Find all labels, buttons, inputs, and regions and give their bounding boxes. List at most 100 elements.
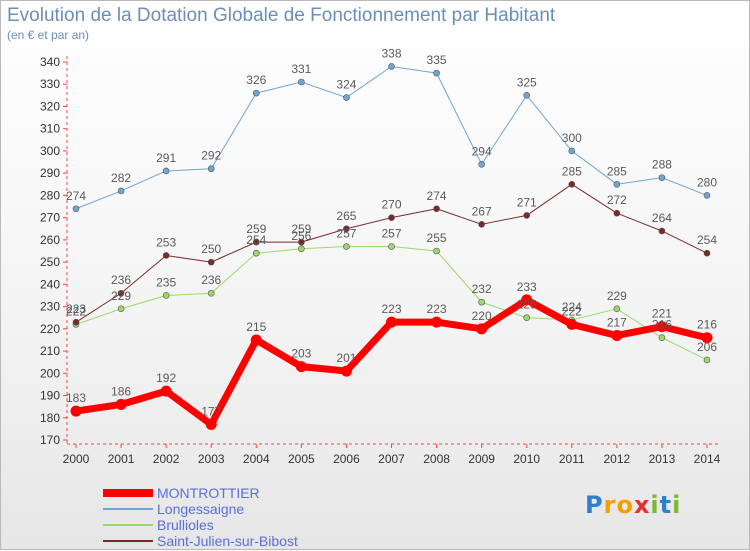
data-label-montrottier: 203 (291, 347, 311, 361)
y-tick-label: 190 (40, 389, 60, 403)
data-label-montrottier: 220 (472, 309, 492, 323)
data-label-brullioles: 225 (517, 298, 537, 312)
data-point-brullioles (613, 305, 621, 313)
data-point-brullioles (388, 243, 395, 250)
data-label-montrottier: 192 (156, 371, 176, 385)
data-label-longessaigne: 338 (381, 46, 401, 60)
data-label-longessaigne: 325 (517, 75, 537, 89)
data-point-brullioles (207, 289, 215, 297)
logo-letter: o (616, 491, 634, 519)
data-point-saint-julien-sur-bibost (613, 209, 621, 217)
data-label-saint-julien-sur-bibost: 259 (291, 222, 311, 236)
data-label-brullioles: 224 (562, 300, 582, 314)
legend: MONTROTTIER Longessaigne Brullioles Saint-J… (103, 485, 363, 549)
data-label-saint-julien-sur-bibost: 259 (246, 222, 266, 236)
x-tick-label: 2002 (153, 452, 180, 466)
data-label-brullioles: 232 (472, 282, 492, 296)
data-label-longessaigne: 282 (111, 171, 131, 185)
data-point-brullioles (343, 243, 350, 250)
data-label-brullioles: 255 (427, 231, 447, 245)
y-tick-label: 230 (40, 300, 60, 314)
x-tick-label: 2014 (694, 452, 721, 466)
y-tick-label: 290 (40, 166, 60, 180)
data-point-saint-julien-sur-bibost (433, 205, 440, 213)
x-tick-label: 2004 (243, 452, 270, 466)
data-point-brullioles (117, 305, 125, 313)
data-label-saint-julien-sur-bibost: 285 (562, 164, 582, 178)
data-point-longessaigne (658, 174, 666, 181)
data-point-brullioles (433, 247, 440, 255)
data-point-montrottier (656, 321, 668, 333)
data-point-brullioles (298, 245, 305, 253)
data-point-brullioles (703, 356, 711, 364)
data-label-montrottier: 183 (66, 391, 86, 405)
data-point-montrottier (566, 318, 578, 330)
data-label-saint-julien-sur-bibost: 270 (381, 198, 401, 212)
data-point-longessaigne (162, 167, 170, 175)
data-label-saint-julien-sur-bibost: 272 (607, 193, 627, 207)
data-label-montrottier: 221 (652, 307, 672, 321)
data-label-montrottier: 186 (111, 384, 131, 398)
data-point-longessaigne (433, 69, 440, 77)
y-tick-label: 170 (40, 433, 60, 447)
data-point-montrottier (70, 405, 82, 417)
data-point-saint-julien-sur-bibost (523, 212, 531, 219)
data-point-montrottier (205, 418, 217, 430)
data-point-saint-julien-sur-bibost (343, 225, 350, 233)
data-label-montrottier: 217 (607, 315, 627, 329)
data-label-saint-julien-sur-bibost: 254 (697, 233, 717, 247)
y-tick-label: 320 (40, 99, 60, 113)
data-point-saint-julien-sur-bibost (72, 318, 80, 326)
data-label-saint-julien-sur-bibost: 264 (652, 211, 672, 225)
data-point-longessaigne (703, 192, 711, 199)
data-label-saint-julien-sur-bibost: 267 (472, 204, 492, 218)
data-point-montrottier (476, 323, 488, 335)
data-label-brullioles: 236 (201, 273, 221, 287)
data-label-saint-julien-sur-bibost: 253 (156, 235, 176, 249)
data-point-saint-julien-sur-bibost (658, 227, 666, 235)
data-point-longessaigne (252, 89, 260, 97)
data-label-brullioles: 257 (336, 227, 356, 241)
y-tick-label: 340 (40, 55, 60, 69)
data-point-longessaigne (388, 63, 395, 70)
data-label-longessaigne: 280 (697, 175, 717, 189)
data-label-longessaigne: 335 (427, 53, 447, 67)
data-point-longessaigne (207, 165, 215, 173)
data-point-saint-julien-sur-bibost (207, 258, 215, 266)
data-point-brullioles (478, 298, 485, 306)
data-point-longessaigne (523, 92, 531, 99)
y-tick-label: 330 (40, 77, 60, 91)
x-tick-label: 2005 (288, 452, 315, 466)
data-label-saint-julien-sur-bibost: 271 (517, 195, 537, 209)
chart-title: Evolution de la Dotation Globale de Fonc… (7, 5, 556, 26)
data-label-longessaigne: 331 (291, 62, 311, 76)
legend-item-montrottier: MONTROTTIER (103, 485, 363, 501)
data-point-montrottier (611, 329, 623, 341)
y-tick-label: 200 (40, 366, 60, 380)
data-label-brullioles: 222 (66, 304, 86, 318)
legend-item-brullioles: Brullioles (103, 517, 363, 533)
data-label-brullioles: 235 (156, 275, 176, 289)
x-tick-label: 2012 (604, 452, 631, 466)
x-tick-label: 2001 (108, 452, 135, 466)
data-label-saint-julien-sur-bibost: 223 (66, 302, 86, 316)
data-point-montrottier (115, 398, 127, 410)
data-label-brullioles: 256 (291, 229, 311, 243)
proxiti-logo: Proxiti (585, 491, 695, 521)
data-point-saint-julien-sur-bibost (388, 214, 395, 221)
legend-swatch (103, 524, 153, 526)
data-point-longessaigne (117, 187, 125, 195)
data-label-brullioles: 206 (697, 340, 717, 354)
series-line-longessaigne (75, 65, 708, 210)
data-point-saint-julien-sur-bibost (117, 289, 125, 297)
data-label-saint-julien-sur-bibost: 265 (336, 209, 356, 223)
data-label-montrottier: 216 (697, 318, 717, 332)
legend-item-longessaigne: Longessaigne (103, 501, 363, 517)
data-label-montrottier: 215 (246, 320, 266, 334)
x-tick-label: 2013 (649, 452, 676, 466)
legend-label: Brullioles (157, 517, 214, 533)
data-label-longessaigne: 274 (66, 189, 86, 203)
legend-label: Longessaigne (157, 501, 245, 517)
